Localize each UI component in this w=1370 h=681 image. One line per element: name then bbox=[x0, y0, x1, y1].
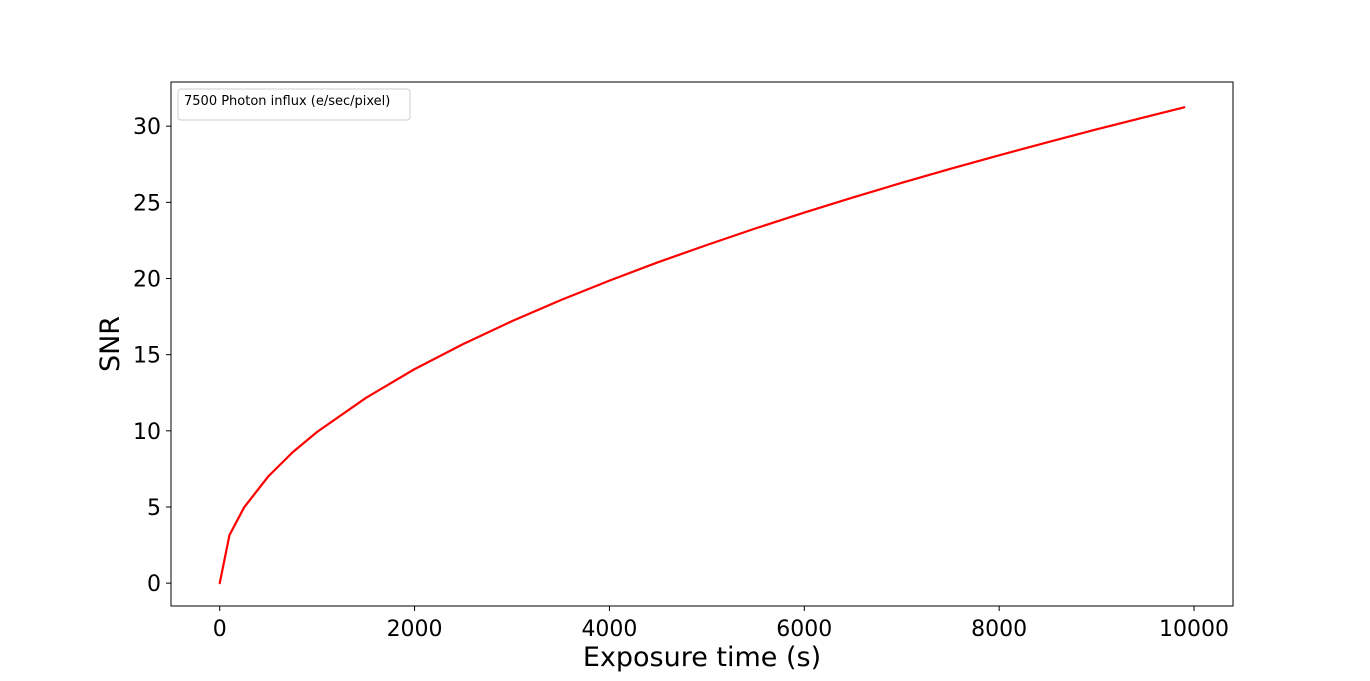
series-layer bbox=[218, 106, 1186, 585]
y-axis-title: SNR bbox=[95, 316, 126, 372]
y-tick-label: 30 bbox=[133, 115, 161, 140]
y-axis-ticks: 0 5 10 15 20 25 30 bbox=[133, 115, 171, 597]
plot-frame bbox=[170, 81, 1234, 607]
y-tick-label: 10 bbox=[133, 420, 161, 445]
x-tick-label: 10000 bbox=[1159, 617, 1229, 642]
y-tick-label: 25 bbox=[133, 191, 161, 216]
x-tick-label: 8000 bbox=[971, 617, 1027, 642]
x-tick-label: 0 bbox=[213, 617, 227, 642]
y-tick-label: 0 bbox=[147, 572, 161, 597]
plot-area bbox=[171, 82, 1233, 606]
x-axis-ticks: 0 2000 4000 6000 8000 10000 bbox=[213, 606, 1229, 642]
legend-box bbox=[177, 88, 411, 121]
y-tick-label: 15 bbox=[133, 344, 161, 369]
legend-entry-label: 7500 Photon influx (e/sec/pixel) bbox=[184, 94, 390, 109]
x-tick-label: 6000 bbox=[776, 617, 832, 642]
series-line-0 bbox=[218, 106, 1186, 585]
y-tick-label: 5 bbox=[147, 496, 161, 521]
x-axis-title: Exposure time (s) bbox=[583, 642, 821, 673]
x-tick-label: 4000 bbox=[581, 617, 637, 642]
y-tick-label: 20 bbox=[133, 268, 161, 293]
legend: 7500 Photon influx (e/sec/pixel) bbox=[177, 88, 411, 121]
x-tick-label: 2000 bbox=[387, 617, 443, 642]
